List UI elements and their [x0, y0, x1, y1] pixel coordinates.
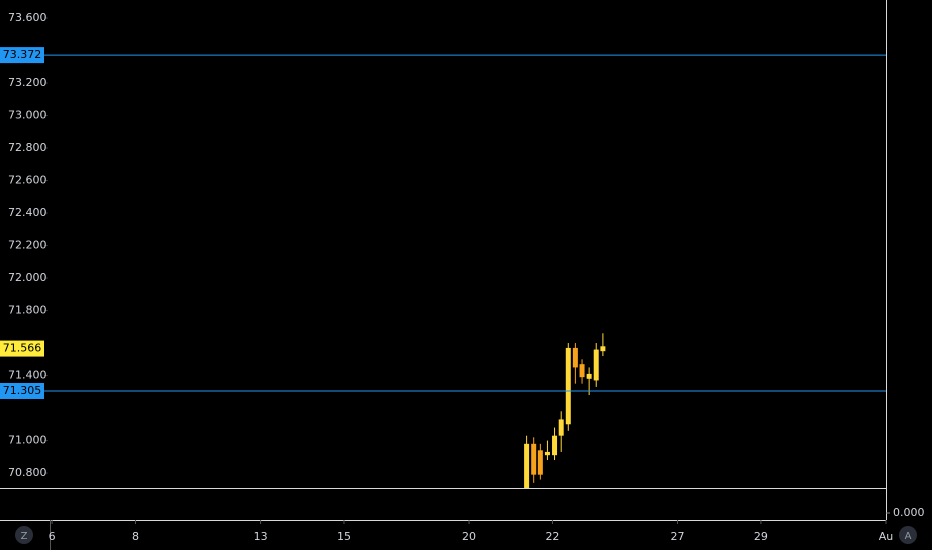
candle-body [558, 419, 564, 436]
price-line-box [0, 47, 44, 64]
y-tick-label: 72.400 [8, 206, 47, 219]
candle-body [565, 347, 571, 425]
x-tick-label: 27 [671, 530, 685, 543]
candle-body [579, 364, 585, 378]
lower-pane-tick-label: 0.000 [893, 506, 925, 519]
y-tick-label: 70.800 [8, 466, 47, 479]
candles [524, 333, 606, 488]
y-tick-label: 72.800 [8, 141, 47, 154]
price-line-label: 71.305 [3, 384, 42, 397]
x-tick-label: Au [879, 530, 894, 543]
candle-body [552, 435, 558, 456]
price-line-label: 73.372 [3, 48, 42, 61]
button-circle[interactable] [15, 526, 33, 544]
candle-body [524, 443, 530, 488]
candle-body [544, 451, 550, 456]
y-tick-label: 72.000 [8, 271, 47, 284]
last-price-label: 71.566 [3, 342, 42, 355]
x-tick-label: 22 [545, 530, 559, 543]
price-line-box [0, 382, 44, 399]
x-tick-label: 6 [49, 530, 56, 543]
x-tick-label: 20 [462, 530, 476, 543]
y-tick-label: 73.600 [8, 11, 47, 24]
candle-body [572, 347, 578, 368]
last-price-box [0, 340, 44, 357]
y-tick-label: 71.000 [8, 434, 47, 447]
x-tick-label: 15 [337, 530, 351, 543]
y-tick-label: 71.800 [8, 304, 47, 317]
y-tick-label: 71.400 [8, 369, 47, 382]
button-label[interactable]: Z [21, 531, 28, 542]
x-tick-label: 8 [132, 530, 139, 543]
y-tick-label: 73.000 [8, 109, 47, 122]
candle-body [537, 450, 543, 475]
x-tick-label: 29 [754, 530, 768, 543]
candle-body [600, 346, 606, 352]
button-circle[interactable] [899, 526, 917, 544]
x-tick-label: 13 [254, 530, 268, 543]
y-tick-label: 72.200 [8, 239, 47, 252]
y-tick-label: 72.600 [8, 174, 47, 187]
y-tick-label: 73.200 [8, 76, 47, 89]
candle-body [586, 373, 592, 379]
candle-body [531, 443, 537, 475]
candle-body [593, 349, 599, 381]
button-label[interactable]: A [905, 531, 912, 542]
